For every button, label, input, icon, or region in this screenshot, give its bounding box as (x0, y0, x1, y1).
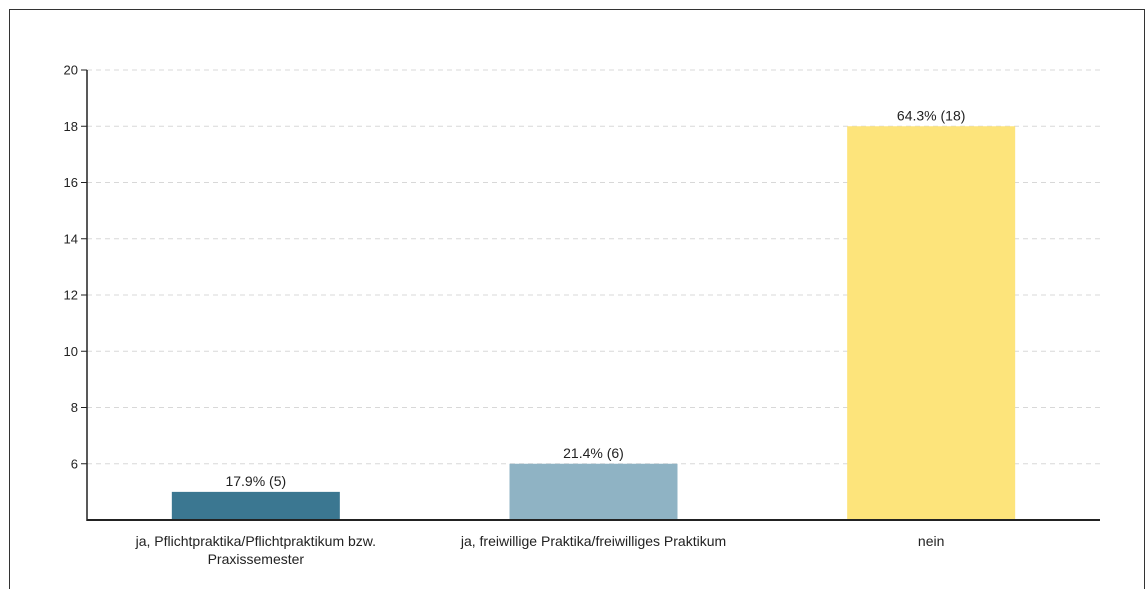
bar-value-label: 17.9% (5) (225, 473, 286, 489)
bar (171, 491, 340, 520)
chart-frame (9, 9, 1145, 589)
data-labels: 17.9% (5) 21.4% (6) 64.3% (18) (225, 107, 965, 489)
bars (171, 126, 1016, 520)
x-category-label: ja, freiwillige Praktika/freiwilliges Pr… (460, 533, 726, 549)
bar (847, 126, 1016, 520)
y-tick-label: 8 (71, 400, 78, 415)
bar-value-label: 21.4% (6) (563, 445, 624, 461)
y-tick-label: 14 (64, 231, 78, 246)
bar (509, 463, 678, 520)
y-tick-label: 16 (64, 175, 78, 190)
y-tick-label: 20 (64, 63, 78, 78)
x-category-label-line2: Praxissemester (208, 551, 305, 567)
y-tick-label: 18 (64, 119, 78, 134)
y-axis: 6 8 10 12 14 16 18 20 (64, 63, 88, 521)
y-tick-label: 6 (71, 456, 78, 471)
y-tick-label: 12 (64, 288, 78, 303)
x-axis: ja, Pflichtpraktika/Pflichtpraktikum bzw… (87, 519, 1100, 567)
x-category-label: ja, Pflichtpraktika/Pflichtpraktikum bzw… (135, 533, 376, 549)
x-category-label: nein (918, 533, 944, 549)
bar-value-label: 64.3% (18) (897, 107, 965, 123)
y-tick-label: 10 (64, 344, 78, 359)
